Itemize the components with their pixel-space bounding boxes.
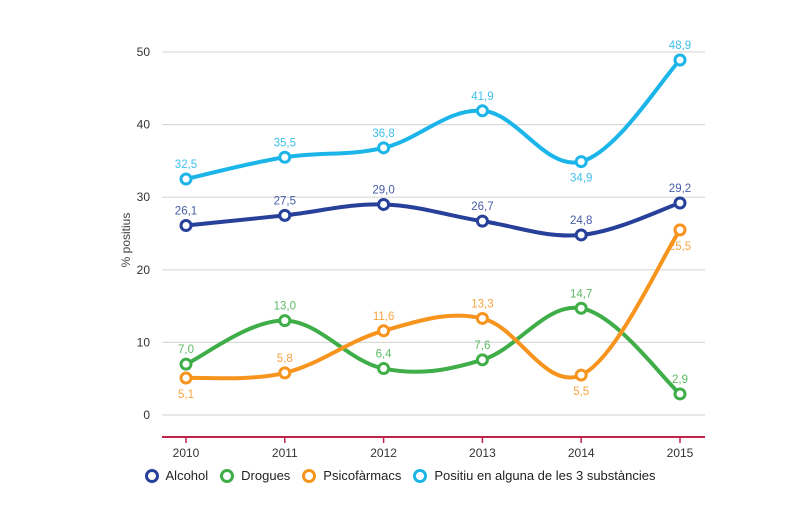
data-point [179, 357, 193, 371]
data-label: 26,1 [175, 206, 197, 218]
data-point [475, 104, 489, 118]
y-tick-label: 50 [137, 45, 151, 59]
legend-item-psicofarmacs[interactable]: Psicofàrmacs [302, 468, 401, 483]
data-label: 41,9 [471, 91, 493, 103]
series-alcohol: 26,1 27,5 29,0 26,7 24,8 29,2 [175, 183, 691, 242]
data-point [475, 311, 489, 325]
legend: Alcohol Drogues Psicofàrmacs Positiu en … [0, 468, 800, 483]
y-axis-ticks: 0 10 20 30 40 50 [137, 45, 151, 422]
data-point [278, 208, 292, 222]
x-tick-label: 2012 [370, 446, 397, 460]
data-point [377, 362, 391, 376]
legend-label: Psicofàrmacs [323, 468, 402, 483]
data-point [574, 301, 588, 315]
data-label: 7,6 [474, 340, 490, 352]
legend-marker-icon [302, 468, 317, 483]
data-point [278, 314, 292, 328]
legend-marker-icon [413, 468, 428, 483]
data-point [673, 196, 687, 210]
y-tick-label: 0 [143, 408, 150, 422]
legend-label: Drogues [241, 468, 291, 483]
data-point [673, 53, 687, 67]
data-point [377, 197, 391, 211]
series-line [184, 201, 682, 238]
data-label: 14,7 [570, 288, 592, 300]
legend-label: Alcohol [165, 468, 209, 483]
data-label: 35,5 [274, 137, 296, 149]
series-psicof-rmacs: 5,1 5,8 11,6 13,3 5,5 25,5 [178, 223, 691, 401]
data-point [475, 214, 489, 228]
data-label: 11,6 [373, 311, 395, 323]
data-label: 32,5 [175, 159, 197, 171]
data-label: 7,0 [178, 344, 194, 356]
x-axis: 2010 2011 2012 2013 2014 2015 [162, 436, 705, 460]
y-tick-label: 30 [137, 190, 151, 204]
legend-marker-icon [220, 468, 235, 483]
data-label: 13,0 [274, 301, 296, 313]
data-point [574, 155, 588, 169]
data-point [673, 387, 687, 401]
data-point [475, 353, 489, 367]
data-label: 25,5 [669, 241, 691, 253]
data-label: 5,5 [573, 386, 589, 398]
data-point [179, 371, 193, 385]
x-tick-label: 2010 [173, 446, 200, 460]
data-label: 48,9 [669, 40, 691, 52]
data-point [574, 228, 588, 242]
x-tick-label: 2013 [469, 446, 496, 460]
data-point [377, 141, 391, 155]
legend-item-alcohol[interactable]: Alcohol [144, 468, 209, 483]
y-tick-label: 40 [137, 118, 151, 132]
grid-lines [162, 51, 705, 416]
data-label: 24,8 [570, 215, 592, 227]
data-label: 13,3 [471, 298, 493, 310]
data-point [179, 172, 193, 186]
x-tick-label: 2014 [568, 446, 595, 460]
data-point [179, 219, 193, 233]
legend-item-drogues[interactable]: Drogues [220, 468, 290, 483]
data-point [574, 368, 588, 382]
data-label: 6,4 [376, 349, 393, 361]
series-positiu-en-alguna-de-les-3-subst-ncies: 32,5 35,5 36,8 41,9 34,9 48,9 [175, 40, 691, 186]
data-point [377, 324, 391, 338]
data-label: 27,5 [274, 195, 296, 207]
data-label: 26,7 [471, 201, 493, 213]
legend-item-positiu[interactable]: Positiu en alguna de les 3 substàncies [413, 468, 655, 483]
data-label: 34,9 [570, 173, 592, 185]
data-label: 36,8 [372, 128, 394, 140]
y-tick-label: 10 [137, 335, 151, 349]
data-label: 5,8 [277, 353, 293, 365]
y-tick-label: 20 [137, 263, 151, 277]
x-tick-label: 2011 [272, 446, 298, 460]
series-line [184, 57, 682, 182]
data-label: 2,9 [672, 374, 688, 386]
series-line [184, 227, 682, 381]
series-drogues: 7,0 13,0 6,4 7,6 14,7 2,9 [178, 288, 688, 401]
series-line [184, 305, 682, 396]
legend-label: Positiu en alguna de les 3 substàncies [434, 468, 656, 483]
data-point [278, 150, 292, 164]
legend-marker-icon [144, 468, 159, 483]
data-point [673, 223, 687, 237]
data-label: 29,0 [372, 184, 394, 196]
series-group: 26,1 27,5 29,0 26,7 24,8 29,2 7,0 13,0 6,4 7,6 14,… [175, 40, 691, 401]
data-label: 29,2 [669, 183, 691, 195]
data-point [278, 366, 292, 380]
x-tick-label: 2015 [667, 446, 694, 460]
y-axis-label: % positius [119, 213, 133, 268]
data-label: 5,1 [178, 389, 194, 401]
